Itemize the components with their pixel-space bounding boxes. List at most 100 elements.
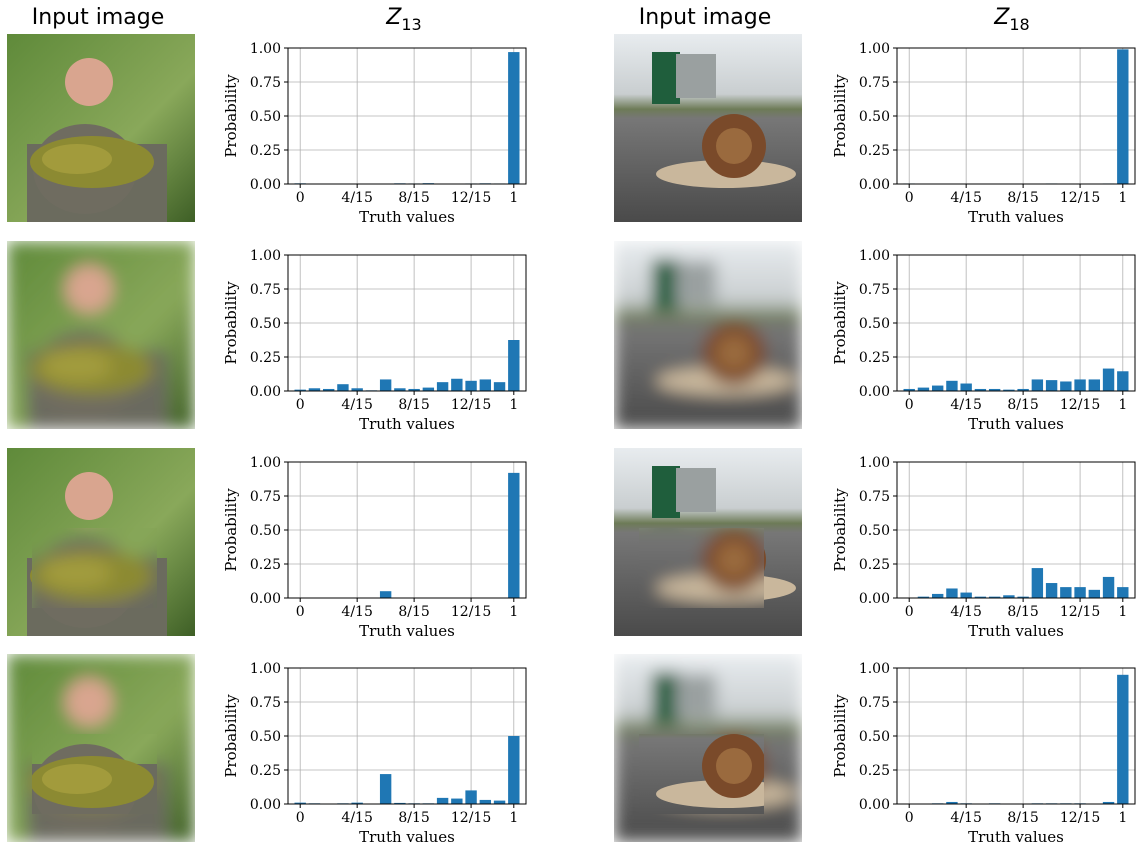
bar-chart: 0.000.250.500.751.0004/158/1512/151Truth… [831,455,1135,640]
x-tick-label: 12/15 [451,810,491,826]
x-tick-label: 1 [1118,604,1127,620]
bar [508,473,519,598]
bar [1032,379,1043,391]
bar [465,381,476,391]
x-tick-label: 4/15 [341,190,372,206]
bar [423,388,434,391]
input-image [614,654,802,842]
y-tick-label: 0.25 [250,557,281,573]
y-axis-label: Probability [222,74,240,158]
bar [480,800,491,804]
bar [1089,590,1100,598]
x-tick-label: 12/15 [1060,810,1100,826]
bar [1060,587,1071,598]
x-tick-label: 4/15 [341,397,372,413]
y-tick-label: 0.25 [859,557,890,573]
x-axis-label: Truth values [968,415,1064,433]
y-tick-label: 0.00 [250,384,281,400]
bar [1103,577,1114,598]
x-tick-label: 8/15 [398,810,429,826]
bar-chart: 0.000.250.500.751.0004/158/1512/151Truth… [222,455,526,640]
x-tick-label: 8/15 [1007,397,1038,413]
x-tick-label: 8/15 [398,397,429,413]
x-tick-label: 4/15 [950,397,981,413]
x-tick-label: 8/15 [398,604,429,620]
subscript: 18 [1009,15,1029,34]
y-tick-label: 0.00 [859,384,890,400]
column-header: Input image [32,5,164,30]
bar [465,790,476,804]
bar [451,799,462,804]
y-tick-label: 0.75 [859,282,890,298]
bar [380,591,391,598]
x-tick-label: 4/15 [341,604,372,620]
bar-chart: 0.000.250.500.751.0004/158/1512/151Truth… [831,661,1135,846]
bar [946,588,957,598]
y-axis-label: Probability [831,694,849,778]
y-axis-label: Probability [222,694,240,778]
symbol: Z [385,5,402,30]
x-tick-label: 0 [296,190,305,206]
x-tick-label: 4/15 [950,604,981,620]
x-tick-label: 0 [905,604,914,620]
y-tick-label: 0.75 [250,282,281,298]
bar [508,340,519,391]
input-image [614,241,802,429]
y-tick-label: 0.00 [250,797,281,813]
bar [1117,675,1128,804]
bar [494,801,505,804]
x-tick-label: 0 [296,810,305,826]
x-tick-label: 1 [1118,190,1127,206]
bar [1117,587,1128,598]
x-tick-label: 0 [296,604,305,620]
y-axis-label: Probability [831,74,849,158]
x-axis-label: Truth values [968,828,1064,846]
y-tick-label: 1.00 [859,41,890,57]
x-tick-label: 0 [905,810,914,826]
column-header: Z13 [385,5,421,34]
y-tick-label: 0.25 [250,763,281,779]
bar [932,594,943,598]
y-axis-label: Probability [831,488,849,572]
image-content [614,241,802,429]
x-axis-label: Truth values [968,622,1064,640]
input-image [7,654,195,842]
x-tick-label: 4/15 [341,810,372,826]
y-tick-label: 0.75 [250,489,281,505]
figure: Input imageZ13Input imageZ18 0.000.250.5… [0,0,1138,848]
x-tick-label: 12/15 [1060,604,1100,620]
input-image [614,448,802,636]
x-axis-label: Truth values [359,828,455,846]
bar [1046,380,1057,391]
input-image [7,448,195,636]
y-tick-label: 1.00 [859,248,890,264]
y-tick-label: 0.50 [859,523,890,539]
bar [960,384,971,391]
x-tick-label: 1 [509,397,518,413]
y-tick-label: 0.25 [859,143,890,159]
x-tick-label: 1 [509,604,518,620]
x-tick-label: 8/15 [1007,604,1038,620]
bar [932,386,943,391]
bar [508,736,519,804]
y-tick-label: 0.75 [859,75,890,91]
y-tick-label: 0.75 [859,695,890,711]
bar [1103,369,1114,391]
x-tick-label: 0 [296,397,305,413]
x-tick-label: 8/15 [1007,810,1038,826]
bar [1089,379,1100,391]
y-tick-label: 0.00 [859,797,890,813]
y-tick-label: 0.75 [859,489,890,505]
x-tick-label: 4/15 [950,810,981,826]
y-tick-label: 1.00 [859,455,890,471]
bar [437,798,448,804]
y-tick-label: 1.00 [250,41,281,57]
image-content [614,34,802,222]
y-axis-label: Probability [831,281,849,365]
bar [380,774,391,804]
input-image [7,34,195,222]
bar [1117,371,1128,391]
x-tick-label: 12/15 [1060,190,1100,206]
